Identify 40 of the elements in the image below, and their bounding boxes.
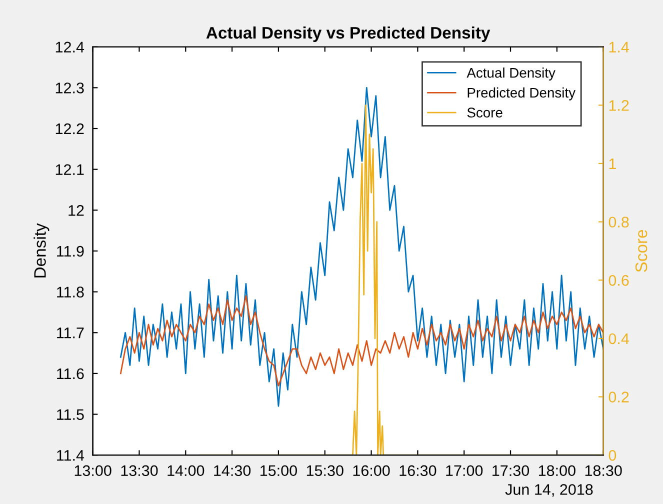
x-tick-label: 16:00 [353, 465, 390, 476]
legend-label: Actual Density [466, 68, 556, 80]
legend-label: Score [467, 108, 502, 118]
y-tick-label: 12.3 [56, 82, 84, 94]
y-tick-label: 11.6 [57, 368, 84, 380]
y-tick-label: 11.8 [57, 286, 84, 298]
y-tick-label: 12.2 [56, 123, 84, 134]
x-tick-label: 14:00 [168, 465, 204, 476]
legend-label: Predicted Density [468, 87, 576, 100]
y-tick-label: 11.4 [57, 450, 84, 461]
y2-tick-label: 0.2 [608, 392, 629, 402]
x-tick-label: 13:30 [121, 465, 158, 476]
y2-axis-title: Score [635, 230, 648, 272]
x-tick-label: 17:00 [446, 465, 483, 476]
x-tick-label: 15:00 [260, 465, 297, 476]
x-tick-label: 15:30 [306, 465, 344, 476]
y-axis-title: Density [34, 223, 50, 278]
y2-tick-label: 1.4 [609, 42, 629, 52]
y-tick-label: 12 [68, 205, 84, 216]
y2-tick-label: 1.2 [609, 100, 629, 111]
y-tick-label: 12.4 [56, 42, 84, 52]
x-tick-label: 13:00 [74, 465, 112, 476]
y2-tick-label: 0.6 [608, 275, 629, 286]
y-tick-label: 12.1 [56, 164, 84, 175]
chart-title: Actual Density vs Predicted Density [206, 26, 490, 42]
y2-tick-label: 0 [608, 450, 616, 461]
x-tick-label: 18:30 [585, 465, 622, 476]
text: Jun 14, 2018 [505, 484, 593, 497]
y-tick-label: 11.5 [57, 409, 84, 420]
line-series [120, 87, 604, 407]
y-tick-label: 11.9 [57, 246, 84, 257]
line-series [120, 295, 604, 386]
y2-tick-label: 0.8 [608, 216, 629, 228]
x-tick-label: 16:30 [400, 465, 436, 476]
y2-tick-label: 0.4 [608, 333, 629, 344]
x-tick-label: 17:30 [492, 465, 530, 476]
x-tick-label: 14:30 [214, 465, 251, 476]
x-tick-label: 18:00 [538, 465, 576, 476]
y2-tick-label: 1 [609, 158, 616, 170]
y-tick-label: 11.7 [57, 328, 84, 338]
